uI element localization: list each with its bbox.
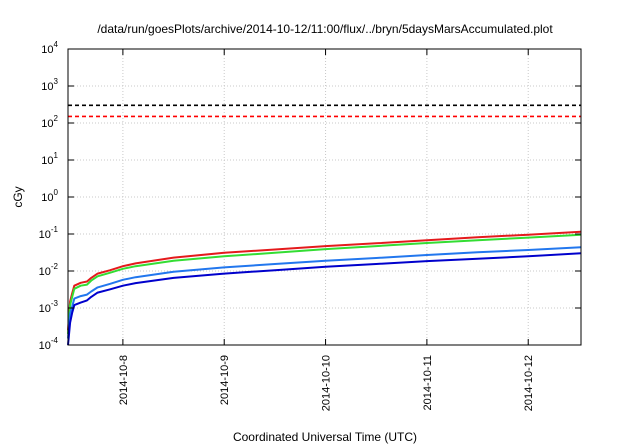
y-tick-label: 103 [41, 77, 58, 93]
series-lines [67, 230, 582, 346]
y-axis-title: cGy [11, 186, 25, 207]
x-tick-label: 2014-10-8 [118, 355, 130, 405]
series-line-3 [67, 246, 582, 339]
y-axis: 10-4 10-3 10-2 10-1 100 101 102 103 104 [39, 40, 581, 352]
chart-title: /data/run/goesPlots/archive/2014-10-12/1… [97, 22, 553, 36]
y-tick-label: 102 [41, 114, 58, 130]
x-tick-label: 2014-10-9 [219, 355, 231, 405]
x-tick-label: 2014-10-12 [523, 355, 535, 411]
y-tick-label: 100 [41, 188, 58, 204]
y-tick-label: 10-4 [39, 336, 59, 352]
y-tick-label: 10-3 [39, 299, 59, 315]
x-tick-label: 2014-10-11 [422, 355, 434, 410]
x-axis: 2014-10-8 2014-10-9 2014-10-10 2014-10-11 20… [118, 49, 535, 411]
series-line-1 [67, 230, 582, 331]
y-tick-label: 101 [41, 151, 58, 167]
x-tick-label: 2014-10-10 [321, 355, 333, 411]
y-tick-label: 10-1 [39, 225, 59, 241]
plot-frame [67, 48, 582, 346]
y-tick-label: 104 [41, 40, 58, 56]
series-line-4 [67, 252, 582, 346]
grid [68, 49, 581, 345]
series-line-2 [67, 233, 582, 334]
threshold-lines [68, 104, 581, 118]
y-tick-label: 10-2 [39, 262, 59, 278]
x-axis-title: Coordinated Universal Time (UTC) [233, 430, 417, 444]
